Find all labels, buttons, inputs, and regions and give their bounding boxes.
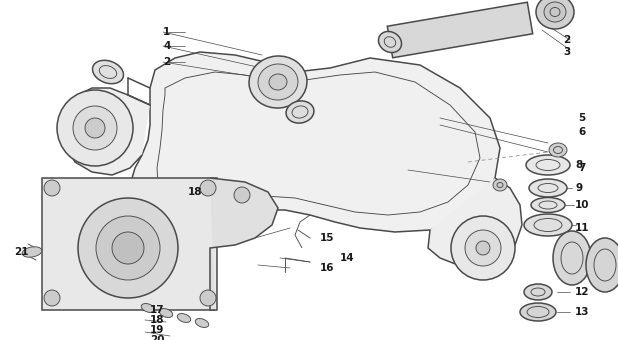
Text: 20: 20 xyxy=(150,335,164,340)
Text: 2: 2 xyxy=(163,57,170,67)
Text: 6: 6 xyxy=(578,127,585,137)
Text: 18: 18 xyxy=(150,315,164,325)
Circle shape xyxy=(234,187,250,203)
Text: 16: 16 xyxy=(320,263,334,273)
Circle shape xyxy=(112,232,144,264)
Circle shape xyxy=(96,216,160,280)
Text: 1: 1 xyxy=(163,27,170,37)
Polygon shape xyxy=(428,178,522,265)
Text: 9: 9 xyxy=(575,183,582,193)
Text: 7: 7 xyxy=(578,163,585,173)
Text: 10: 10 xyxy=(575,200,590,210)
Ellipse shape xyxy=(520,303,556,321)
Polygon shape xyxy=(210,178,278,310)
Ellipse shape xyxy=(378,32,402,53)
Circle shape xyxy=(73,106,117,150)
Text: 5: 5 xyxy=(578,113,585,123)
Ellipse shape xyxy=(493,179,507,191)
Circle shape xyxy=(451,216,515,280)
Ellipse shape xyxy=(286,101,314,123)
Ellipse shape xyxy=(159,308,172,318)
Polygon shape xyxy=(387,2,533,58)
Circle shape xyxy=(465,230,501,266)
Circle shape xyxy=(44,290,60,306)
Ellipse shape xyxy=(142,304,154,312)
Polygon shape xyxy=(130,52,500,232)
Ellipse shape xyxy=(531,198,565,212)
Ellipse shape xyxy=(93,60,124,84)
Circle shape xyxy=(200,180,216,196)
Ellipse shape xyxy=(529,179,567,197)
Text: 19: 19 xyxy=(150,325,164,335)
Circle shape xyxy=(78,198,178,298)
Text: 21: 21 xyxy=(14,247,28,257)
Ellipse shape xyxy=(269,74,287,90)
Text: 2: 2 xyxy=(563,35,570,45)
Ellipse shape xyxy=(586,238,618,292)
Text: 18: 18 xyxy=(188,187,203,197)
Circle shape xyxy=(200,290,216,306)
Ellipse shape xyxy=(524,214,572,236)
Text: 3: 3 xyxy=(563,47,570,57)
Text: 13: 13 xyxy=(575,307,590,317)
Ellipse shape xyxy=(524,284,552,300)
Text: 17: 17 xyxy=(150,305,164,315)
Polygon shape xyxy=(62,88,150,175)
Text: 8: 8 xyxy=(575,160,582,170)
Ellipse shape xyxy=(177,313,191,322)
Circle shape xyxy=(57,90,133,166)
Ellipse shape xyxy=(536,0,574,29)
Text: 15: 15 xyxy=(320,233,334,243)
Text: 12: 12 xyxy=(575,287,590,297)
FancyBboxPatch shape xyxy=(42,178,217,310)
Text: 4: 4 xyxy=(163,41,171,51)
Circle shape xyxy=(44,180,60,196)
Ellipse shape xyxy=(195,319,209,327)
Text: 11: 11 xyxy=(575,223,590,233)
Ellipse shape xyxy=(526,155,570,175)
Ellipse shape xyxy=(549,143,567,157)
Ellipse shape xyxy=(249,56,307,108)
Circle shape xyxy=(476,241,490,255)
Text: 14: 14 xyxy=(340,253,355,263)
Ellipse shape xyxy=(22,247,42,257)
Circle shape xyxy=(85,118,105,138)
Ellipse shape xyxy=(258,64,298,100)
Ellipse shape xyxy=(544,2,566,22)
Ellipse shape xyxy=(553,231,591,285)
